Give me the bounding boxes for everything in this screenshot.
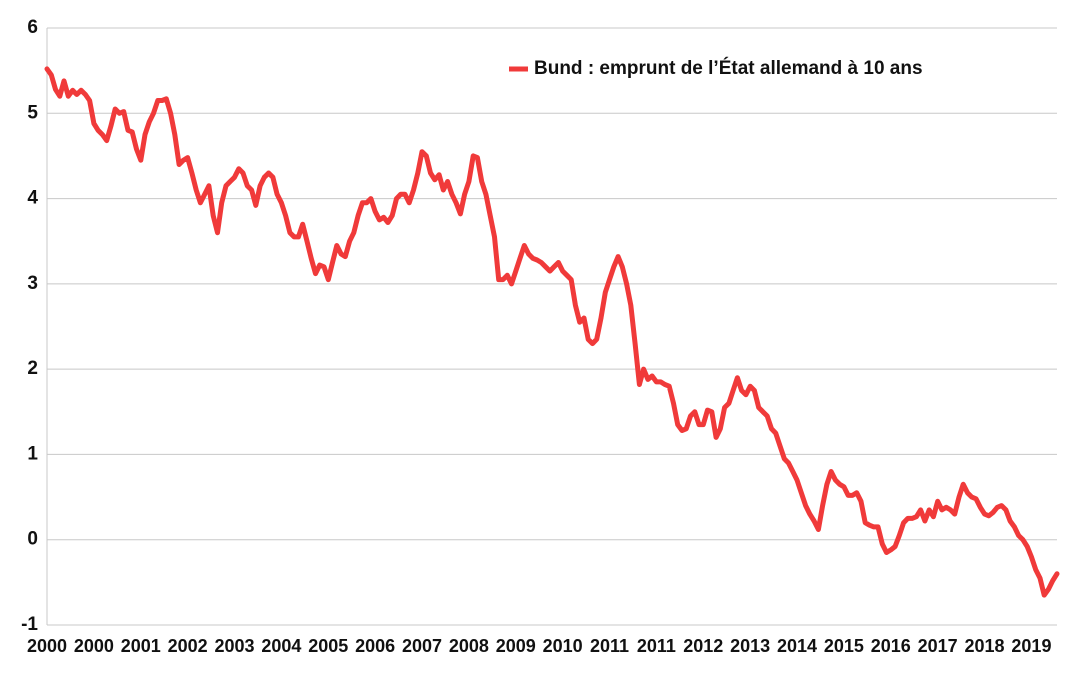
- x-tick-label: 2019: [1011, 636, 1051, 656]
- y-tick-label: 4: [27, 188, 38, 209]
- x-tick-label: 2000: [74, 636, 114, 656]
- y-tick-label: 3: [27, 273, 38, 294]
- x-tick-label: 2002: [168, 636, 208, 656]
- x-tick-label: 2006: [355, 636, 395, 656]
- x-tick-label: 2014: [777, 636, 817, 656]
- x-tick-label: 2001: [121, 636, 161, 656]
- x-tick-label: 2007: [402, 636, 442, 656]
- x-tick-label: 2003: [214, 636, 254, 656]
- x-tick-label: 2010: [543, 636, 583, 656]
- y-tick-label: 1: [27, 443, 38, 464]
- x-tick-label: 2011: [590, 636, 629, 656]
- x-tick-label: 2012: [683, 636, 723, 656]
- x-tick-label: 2008: [449, 636, 489, 656]
- x-tick-label: 2016: [871, 636, 911, 656]
- x-tick-label: 2004: [261, 636, 301, 656]
- x-tick-label: 2015: [824, 636, 864, 656]
- y-tick-label: 5: [27, 102, 38, 123]
- y-tick-label: 2: [27, 358, 38, 379]
- x-tick-label: 2000: [27, 636, 67, 656]
- x-tick-label: 2018: [965, 636, 1005, 656]
- x-tick-label: 2009: [496, 636, 536, 656]
- x-tick-label: 2017: [918, 636, 958, 656]
- y-tick-label: -1: [21, 614, 38, 635]
- y-tick-label: 0: [27, 529, 38, 550]
- x-tick-label: 2011: [637, 636, 676, 656]
- x-tick-label: 2005: [308, 636, 348, 656]
- series-line: [44, 66, 1060, 598]
- x-tick-label: 2013: [730, 636, 770, 656]
- legend-label: Bund : emprunt de l’État allemand à 10 a…: [534, 57, 923, 79]
- y-tick-label: 6: [27, 17, 38, 38]
